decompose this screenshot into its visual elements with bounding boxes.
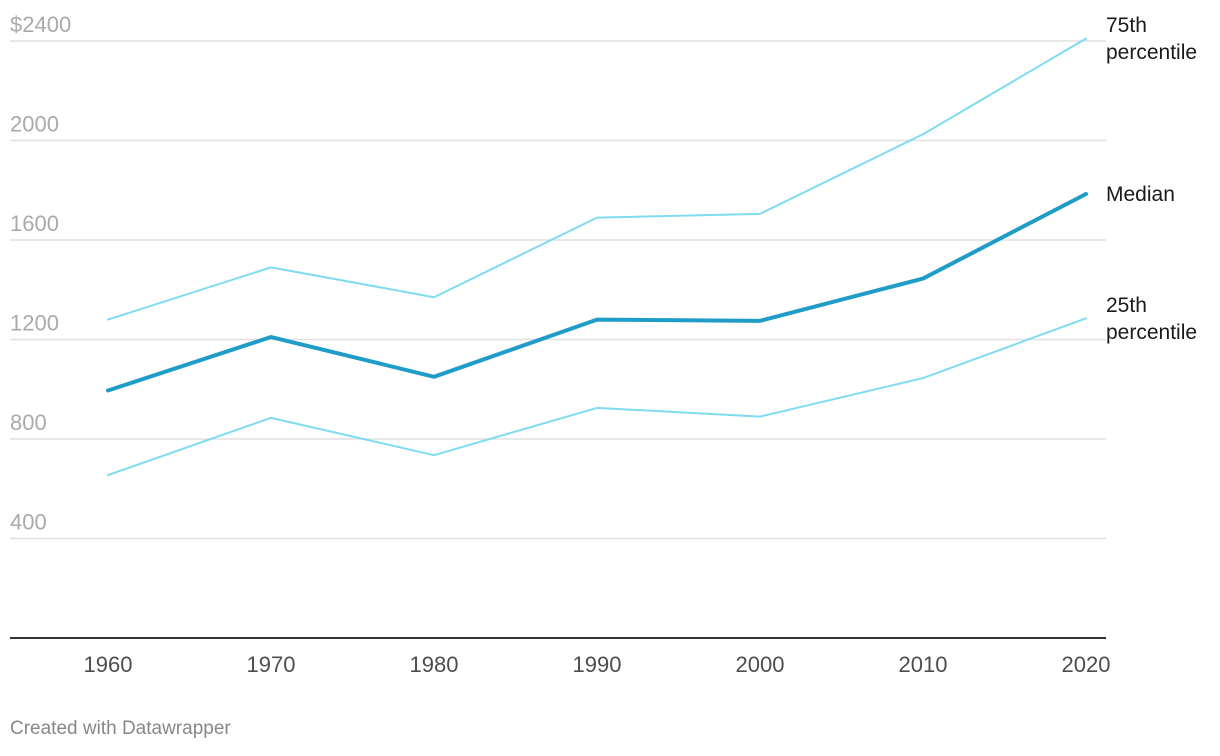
percentile-line [107,317,1087,477]
gridlines [10,40,1106,639]
y-axis-ticks: $2400 2000 1600 1200 800 400 [10,12,71,535]
x-tick-label: 1980 [410,652,459,677]
y-tick-label: 800 [10,410,47,435]
x-tick-label: 1970 [247,652,296,677]
x-tick-label: 2000 [736,652,785,677]
series-label: percentile [1106,41,1197,64]
credit-text: Created with Datawrapper [10,718,231,739]
y-tick-label: 2000 [10,112,59,137]
percentile-line [107,37,1087,321]
y-tick-label: 1200 [10,311,59,336]
x-axis-ticks: 1960 1970 1980 1990 2000 2010 2020 [84,652,1111,677]
x-tick-label: 2010 [899,652,948,677]
series-lines [106,37,1088,477]
y-tick-label: 400 [10,510,47,535]
series-label: Median [1106,183,1175,206]
series-label: percentile [1106,321,1197,344]
x-tick-label: 1960 [84,652,133,677]
series-label: 75th [1106,14,1147,37]
y-tick-label: $2400 [10,12,71,37]
x-tick-label: 1990 [573,652,622,677]
median-line [106,191,1088,393]
y-tick-label: 1600 [10,211,59,236]
x-tick-label: 2020 [1062,652,1111,677]
series-label: 25th [1106,294,1147,317]
series-labels: 75th percentile Median 25th percentile [1106,14,1197,344]
